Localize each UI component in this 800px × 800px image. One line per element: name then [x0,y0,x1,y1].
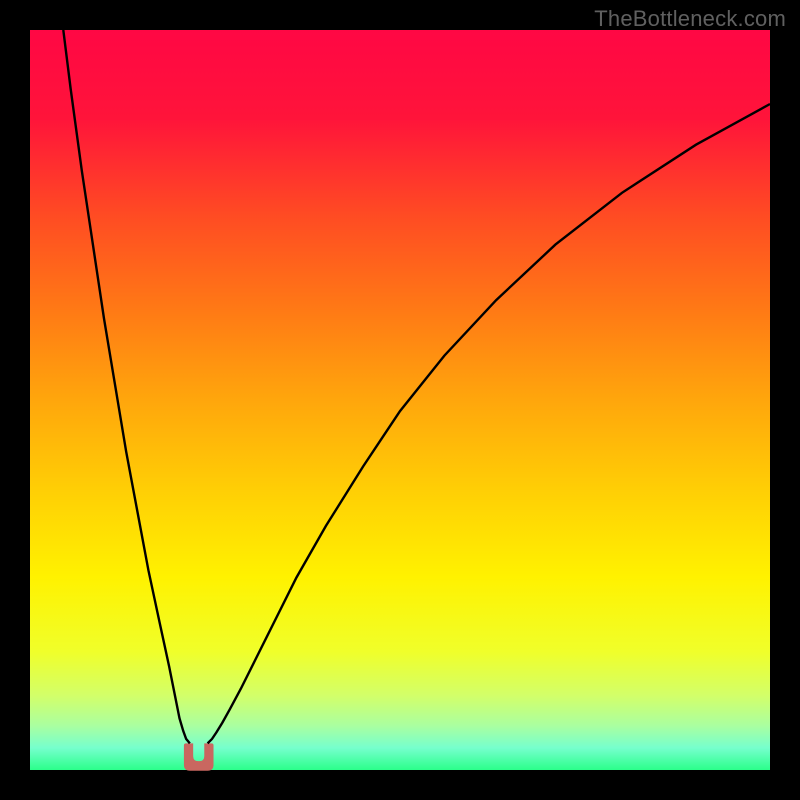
plot-background-gradient [30,30,770,770]
bottleneck-chart [0,0,800,800]
